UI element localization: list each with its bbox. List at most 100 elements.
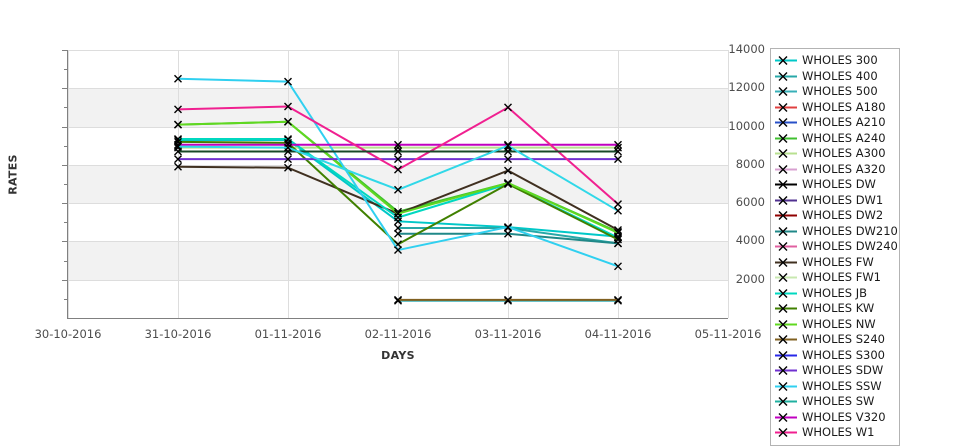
legend-marker-icon <box>775 178 797 191</box>
legend-item-label: WHOLES 400 <box>802 68 878 83</box>
series-wholes-w1 <box>174 102 622 209</box>
y-tick-label: 4000 <box>735 233 765 248</box>
legend-marker-icon <box>775 116 797 129</box>
data-point-marker <box>284 155 292 164</box>
data-point-marker <box>614 228 622 237</box>
y-minor-tick-mark <box>64 145 67 147</box>
data-point-marker <box>394 246 402 255</box>
data-point-marker <box>504 155 512 164</box>
legend-item[interactable]: WHOLES A320 <box>775 162 893 178</box>
legend-marker-icon <box>775 411 797 424</box>
legend-item[interactable]: WHOLES 400 <box>775 69 893 85</box>
legend-item[interactable]: WHOLES SSW <box>775 379 893 395</box>
y-axis-title: RATES <box>6 154 20 195</box>
x-tick-label: 02-11-2016 <box>364 327 432 341</box>
legend-item-label: WHOLES 300 <box>802 53 878 67</box>
data-point-marker <box>394 229 402 238</box>
legend-item[interactable]: WHOLES SDW <box>775 363 893 379</box>
y-tick-mark <box>62 203 67 205</box>
legend-marker-icon <box>775 364 797 377</box>
legend-item-label: WHOLES FW1 <box>802 270 882 284</box>
legend-marker-icon <box>775 147 797 160</box>
legend-item-label: WHOLES A240 <box>802 130 886 145</box>
legend-item[interactable]: WHOLES S300 <box>775 348 893 364</box>
y-tick-mark <box>62 126 67 128</box>
legend-item[interactable]: WHOLES NW <box>775 317 893 333</box>
legend-marker-icon <box>775 194 797 207</box>
legend-item-label: WHOLES V320 <box>802 409 886 424</box>
legend-item[interactable]: WHOLES DW2 <box>775 208 893 224</box>
legend-item[interactable]: WHOLES KW <box>775 301 893 317</box>
legend-item-label: WHOLES A210 <box>802 115 886 129</box>
legend-item-label: WHOLES FW <box>802 254 874 269</box>
data-point-marker <box>614 140 622 149</box>
legend-marker-icon <box>775 132 797 145</box>
data-point-marker <box>614 206 622 215</box>
data-point-marker <box>504 179 512 188</box>
legend-item[interactable]: WHOLES SW <box>775 394 893 410</box>
data-point-marker <box>394 185 402 194</box>
data-point-marker <box>174 105 182 114</box>
y-minor-tick-mark <box>64 222 67 224</box>
data-point-marker <box>614 155 622 164</box>
data-point-marker <box>174 142 182 151</box>
x-tick-label: 31-10-2016 <box>144 327 212 341</box>
data-point-marker <box>394 224 402 233</box>
series-line <box>177 144 619 212</box>
legend-item[interactable]: WHOLES DW240 <box>775 239 898 255</box>
y-minor-tick-mark <box>64 107 67 109</box>
data-point-marker <box>504 166 512 175</box>
data-point-marker <box>284 102 292 111</box>
series-layer <box>174 74 622 305</box>
legend-item[interactable]: WHOLES DW1 <box>775 193 893 209</box>
legend-item[interactable]: WHOLES S240 <box>775 332 893 348</box>
legend-item[interactable]: WHOLES 300 <box>775 53 893 69</box>
legend-item[interactable]: WHOLES A180 <box>775 100 893 116</box>
data-point-marker <box>174 120 182 129</box>
legend-item-label: WHOLES DW <box>802 177 876 191</box>
legend-item-label: WHOLES A180 <box>802 99 886 114</box>
series-wholes-s240 <box>394 295 622 304</box>
chart-page: 2000 4000 6000 8000 10000 12000 14000 30-10-20… <box>6 43 900 446</box>
data-point-marker <box>284 143 292 152</box>
y-minor-tick-mark <box>64 260 67 262</box>
legend-marker-icon <box>775 240 797 253</box>
legend-marker-icon <box>775 333 797 346</box>
series-line <box>178 138 619 239</box>
data-point-marker <box>284 77 292 86</box>
legend-item[interactable]: WHOLES V320 <box>775 410 893 426</box>
series-wholes-sdw <box>174 155 622 164</box>
y-tick-mark <box>62 50 67 51</box>
y-tick-mark <box>62 241 67 243</box>
legend-item[interactable]: WHOLES DW <box>775 177 893 193</box>
series-wholes-nw <box>174 117 622 237</box>
legend-item[interactable]: WHOLES A300 <box>775 146 893 162</box>
legend-marker-icon <box>775 101 797 114</box>
legend-item-label: WHOLES S300 <box>802 347 885 362</box>
legend-item[interactable]: WHOLES JB <box>775 286 893 302</box>
legend-item-label: WHOLES DW1 <box>802 192 884 207</box>
y-tick-label: 6000 <box>735 195 765 210</box>
gridline-vertical <box>68 50 69 318</box>
legend-item[interactable]: WHOLES 500 <box>775 84 893 100</box>
legend-item[interactable]: WHOLES W1 <box>775 425 893 441</box>
legend-marker-icon <box>775 302 797 315</box>
legend-item-label: WHOLES NW <box>802 316 876 331</box>
legend-item[interactable]: WHOLES A240 <box>775 131 893 147</box>
y-minor-tick-mark <box>64 298 67 300</box>
legend-marker-icon <box>775 70 797 83</box>
legend-item[interactable]: WHOLES DW210 <box>775 224 898 240</box>
y-tick-mark <box>62 88 67 90</box>
x-tick-label: 04-11-2016 <box>584 327 652 341</box>
legend-item[interactable]: WHOLES A210 <box>775 115 893 131</box>
legend-marker-icon <box>775 318 797 331</box>
data-point-marker <box>614 235 622 244</box>
legend-item-label: WHOLES A300 <box>802 146 886 160</box>
y-tick-label: 10000 <box>728 118 765 133</box>
legend-item[interactable]: WHOLES FW <box>775 255 893 271</box>
legend-item[interactable]: WHOLES FW1 <box>775 270 893 286</box>
y-tick-label: 12000 <box>728 80 765 95</box>
legend-marker-icon <box>775 209 797 222</box>
data-point-marker <box>394 147 402 156</box>
legend-item-label: WHOLES DW210 <box>802 223 898 238</box>
